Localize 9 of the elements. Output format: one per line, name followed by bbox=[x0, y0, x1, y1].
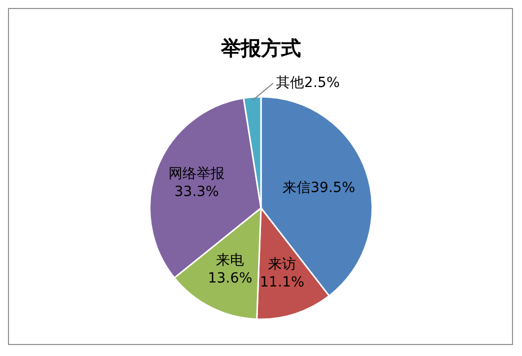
chart-title: 举报方式 bbox=[220, 36, 301, 60]
slice-label: 来访 bbox=[268, 256, 296, 272]
slice-label: 其他2.5% bbox=[276, 74, 340, 91]
slice-label: 来信39.5% bbox=[282, 180, 356, 196]
slice-label: 网络举报 bbox=[168, 166, 225, 182]
data-label: 11.1% bbox=[260, 274, 304, 290]
data-label: 33.3% bbox=[174, 184, 219, 200]
slice-label: 来电 bbox=[216, 252, 244, 268]
data-label: 13.6% bbox=[208, 270, 252, 286]
